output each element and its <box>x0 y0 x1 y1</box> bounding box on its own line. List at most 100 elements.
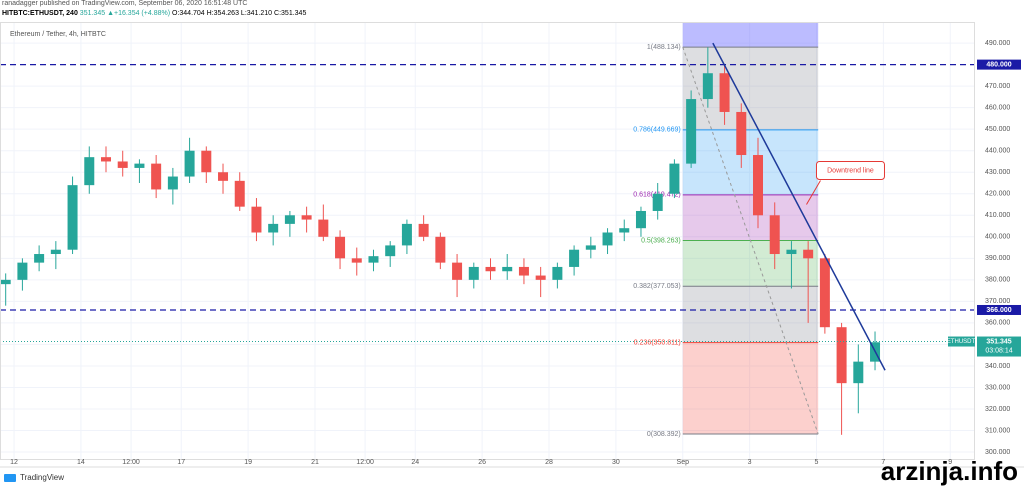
candle-body <box>803 249 814 259</box>
tv-logo <box>4 474 16 482</box>
x-tick-label: 12 <box>10 459 18 466</box>
candle-body <box>853 361 864 384</box>
candle-body <box>736 111 747 156</box>
y-tick-label: 300.000 <box>985 449 1010 456</box>
fib-band <box>682 129 819 195</box>
symbol: HITBTC:ETHUSDT, 240 <box>2 10 78 17</box>
candle-body <box>34 254 45 263</box>
y-tick-label: 310.000 <box>985 427 1010 434</box>
published-line: ranadagger published on TradingView.com,… <box>2 0 248 7</box>
last: 351.345 <box>79 10 106 17</box>
y-tick-label: 490.000 <box>985 40 1010 47</box>
fib-label: 0.236(350.811) <box>634 340 681 347</box>
fib-top-band <box>682 22 819 48</box>
fib-band <box>682 194 819 241</box>
candle-body <box>552 266 563 280</box>
fib-band <box>682 286 819 343</box>
candle-body <box>452 262 463 280</box>
plot: 1(488.134)0.786(449.669)0.618(419.472)0.… <box>0 22 975 460</box>
annotation-box <box>815 161 885 181</box>
candle-body <box>351 258 362 263</box>
y-tick-label: 420.000 <box>985 191 1010 198</box>
fib-diagonal <box>682 46 819 435</box>
candle-body <box>184 150 195 177</box>
watermark: arzinja.info <box>881 456 1018 486</box>
x-tick-label: 12:00 <box>356 459 374 466</box>
y-tick-label: 400.000 <box>985 234 1010 241</box>
candle-body <box>301 215 312 220</box>
fib-label: 0(308.392) <box>647 431 681 438</box>
candle-body <box>635 210 646 229</box>
candle-body <box>385 245 396 257</box>
header: ranadagger published on TradingView.com,… <box>2 0 306 17</box>
x-tick-label: Sep <box>677 459 690 466</box>
candle-body <box>468 266 479 280</box>
candle-body <box>218 172 229 181</box>
candle-body <box>602 232 613 246</box>
ohlc-high: H:354.263 <box>206 10 239 17</box>
x-tick-label: 28 <box>545 459 553 466</box>
x-tick-label: 24 <box>411 459 419 466</box>
candle-body <box>251 206 262 233</box>
last-price-tag <box>977 336 1021 357</box>
x-tick-label: 26 <box>478 459 486 466</box>
candle-body <box>769 215 780 255</box>
candle-body <box>0 279 11 285</box>
candle-body <box>502 266 513 272</box>
annotation-pointer <box>806 180 821 205</box>
x-tick-label: 17 <box>177 459 185 466</box>
level-tag-label: 366.000 <box>986 307 1011 314</box>
candle-body <box>518 266 529 276</box>
trendline <box>712 42 886 371</box>
candle-body <box>368 256 379 263</box>
candle-body <box>686 99 697 164</box>
candle-body <box>435 236 446 263</box>
y-tick-label: 450.000 <box>985 126 1010 133</box>
last-price-name-tag <box>948 336 975 347</box>
y-tick-label: 410.000 <box>985 212 1010 219</box>
candle-body <box>167 176 178 190</box>
y-tick-label: 430.000 <box>985 169 1010 176</box>
level-tag-label: 480.000 <box>986 61 1011 68</box>
x-tick-label: 21 <box>311 459 319 466</box>
y-tick-label: 390.000 <box>985 255 1010 262</box>
y-tick-label: 440.000 <box>985 148 1010 155</box>
candle-body <box>619 228 630 233</box>
candle-body <box>485 266 496 272</box>
x-tick-label: 7 <box>881 459 885 466</box>
candle-body <box>284 215 295 224</box>
candle-body <box>418 223 429 237</box>
candle-body <box>318 219 329 237</box>
fib-label: 0.5(398.263) <box>641 237 681 244</box>
candle-body <box>702 73 713 100</box>
change: ▲+16.354 (+4.88%) <box>107 10 171 17</box>
candle-body <box>535 275 546 280</box>
plot-frame <box>0 22 975 460</box>
candle-body <box>84 157 95 186</box>
candle-body <box>201 150 212 173</box>
level-tag <box>977 304 1021 315</box>
x-tick-label: 9 <box>948 459 952 466</box>
y-tick-label: 320.000 <box>985 406 1010 413</box>
ohlc-open: O:344.704 <box>172 10 205 17</box>
candle-body <box>569 249 580 267</box>
footer-brand: TradingView <box>20 473 64 482</box>
y-tick-label: 330.000 <box>985 384 1010 391</box>
candle-body <box>752 155 763 216</box>
candle-body <box>151 163 162 190</box>
candle-body <box>268 223 279 233</box>
y-tick-label: 470.000 <box>985 83 1010 90</box>
candle-body <box>335 236 346 259</box>
last-price-label: 351.345 <box>986 338 1011 345</box>
x-tick-label: 14 <box>77 459 85 466</box>
candle-body <box>669 163 680 194</box>
y-tick-label: 340.000 <box>985 363 1010 370</box>
candle-body <box>117 161 128 168</box>
level-tag <box>977 59 1021 70</box>
candle-body <box>585 245 596 250</box>
candle-body <box>836 327 847 384</box>
x-tick-label: 12:00 <box>122 459 140 466</box>
ohlc-low: L:341.210 <box>240 10 273 17</box>
annotation-text: Downtrend line <box>827 167 874 174</box>
